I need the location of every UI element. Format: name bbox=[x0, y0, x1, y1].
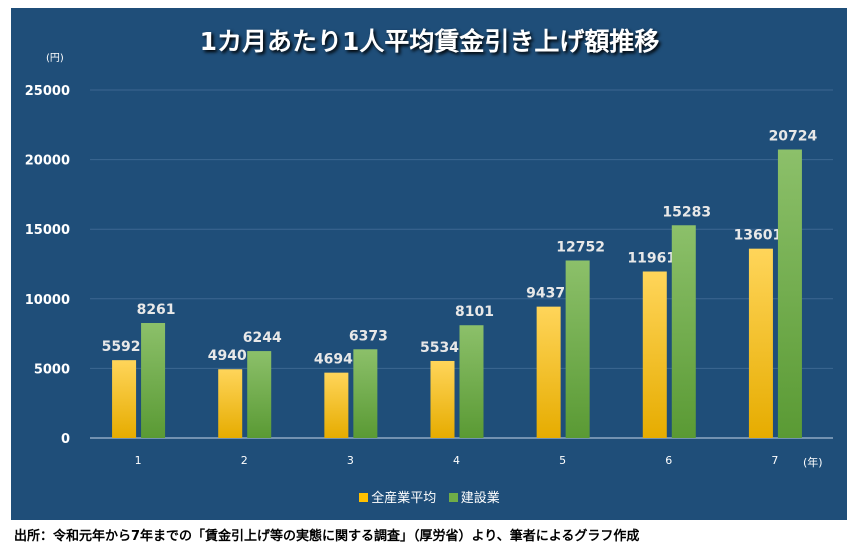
bar-construction bbox=[353, 349, 378, 438]
data-label: 8261 bbox=[137, 302, 176, 318]
bar-construction bbox=[777, 149, 802, 439]
x-tick-label: 3 bbox=[347, 454, 354, 467]
y-tick-label: 15000 bbox=[25, 223, 70, 238]
data-label: 5592 bbox=[102, 339, 141, 355]
bar-construction bbox=[141, 323, 166, 438]
legend-item-all-industry: 全産業平均 bbox=[359, 491, 436, 506]
x-tick-label: 1 bbox=[135, 454, 142, 467]
bar-all-industry bbox=[642, 271, 667, 438]
bar-all-industry bbox=[218, 369, 243, 438]
bar-construction bbox=[565, 260, 590, 438]
legend-swatch bbox=[448, 493, 458, 502]
y-tick-label: 5000 bbox=[34, 362, 70, 377]
data-label: 6373 bbox=[349, 328, 388, 344]
legend: 全産業平均 建設業 bbox=[0, 487, 859, 506]
data-label: 11961 bbox=[627, 251, 676, 267]
y-tick-label: 10000 bbox=[25, 293, 70, 308]
y-tick-label: 25000 bbox=[25, 84, 70, 99]
legend-swatch bbox=[359, 493, 369, 502]
bar-all-industry bbox=[112, 360, 137, 438]
data-label: 8101 bbox=[455, 304, 494, 320]
data-label: 12752 bbox=[556, 239, 605, 255]
y-axis-unit: (円) bbox=[46, 53, 64, 64]
bar-all-industry bbox=[748, 248, 773, 438]
x-tick-label: 7 bbox=[771, 454, 778, 467]
data-label: 4694 bbox=[314, 352, 353, 368]
y-tick-label: 20000 bbox=[25, 154, 70, 169]
data-label: 13601 bbox=[734, 228, 783, 244]
x-axis-unit: (年) bbox=[803, 456, 823, 469]
bar-construction bbox=[459, 325, 484, 438]
data-label: 6244 bbox=[243, 330, 282, 346]
chart-title: 1カ月あたり1人平均賃金引き上げ額推移 bbox=[199, 27, 660, 56]
data-label: 4940 bbox=[208, 348, 247, 364]
y-tick-label: 0 bbox=[61, 432, 70, 447]
x-tick-label: 2 bbox=[241, 454, 248, 467]
data-label: 20724 bbox=[769, 129, 818, 145]
bar-construction bbox=[671, 225, 696, 438]
x-tick-label: 6 bbox=[665, 454, 672, 467]
x-tick-label: 5 bbox=[559, 454, 566, 467]
legend-label: 全産業平均 bbox=[371, 491, 437, 506]
legend-item-construction: 建設業 bbox=[448, 491, 500, 506]
x-tick-label: 4 bbox=[453, 454, 460, 467]
data-label: 9437 bbox=[526, 286, 565, 302]
data-label: 15283 bbox=[662, 204, 711, 220]
legend-label: 建設業 bbox=[460, 491, 500, 506]
bar-all-industry bbox=[536, 306, 561, 438]
bar-construction bbox=[247, 351, 272, 438]
source-note: 出所：令和元年から7年までの「賃金引上げ等の実態に関する調査」（厚労省）より、筆… bbox=[14, 529, 640, 544]
bar-all-industry bbox=[430, 360, 455, 438]
bar-all-industry bbox=[324, 372, 349, 438]
data-label: 5534 bbox=[420, 340, 459, 356]
